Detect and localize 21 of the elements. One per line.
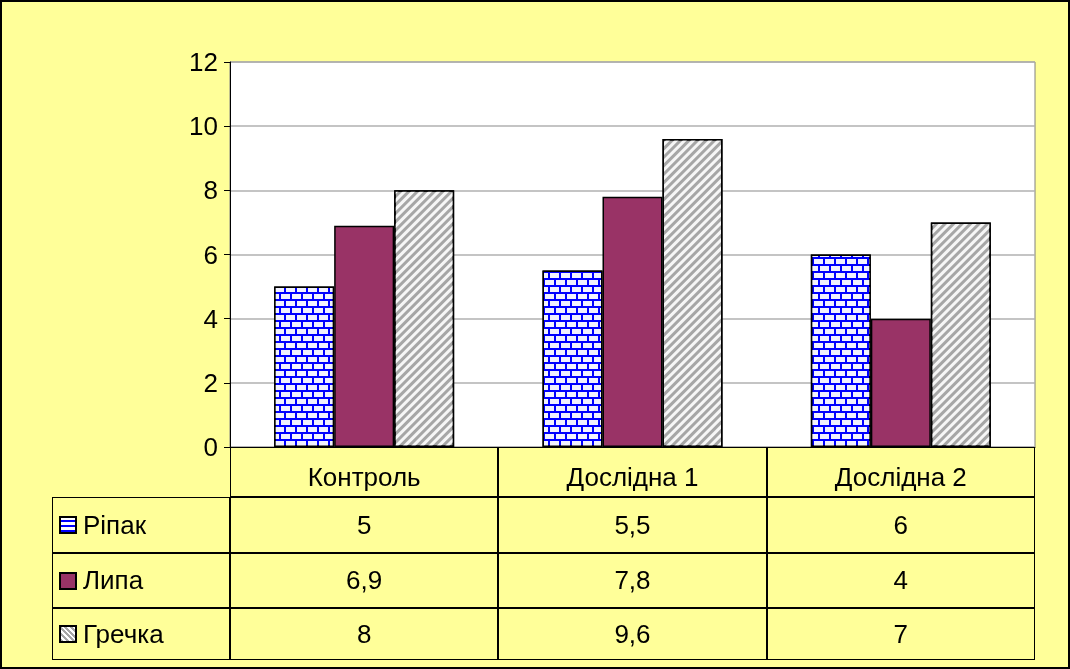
y-tick-label: 2 [203,367,218,398]
data-label: 6,9 [230,553,499,608]
x-tick-label: Дослідна 1 [566,462,699,492]
y-tick-label: 6 [203,239,218,270]
y-tick-label: 0 [203,432,218,462]
y-tick-label: 10 [189,111,218,142]
data-label: 5 [230,497,499,553]
y-tick-label: 4 [203,303,218,334]
data-label: 9,6 [498,608,767,660]
data-label: 6 [766,497,1035,553]
data-label: 4 [766,553,1035,608]
legend-label: Гречка [83,618,164,650]
legend-label: Ріпак [83,509,147,541]
data-label: 5,5 [498,497,767,553]
data-label: 7 [766,608,1035,660]
y-tick-label: 12 [189,47,218,77]
y-tick-label: 8 [203,175,218,206]
data-label: 7,8 [498,553,767,608]
x-tick-label: Дослідна 2 [834,462,967,492]
x-tick-label: Контроль [307,462,421,492]
legend-label: Липа [83,565,144,596]
